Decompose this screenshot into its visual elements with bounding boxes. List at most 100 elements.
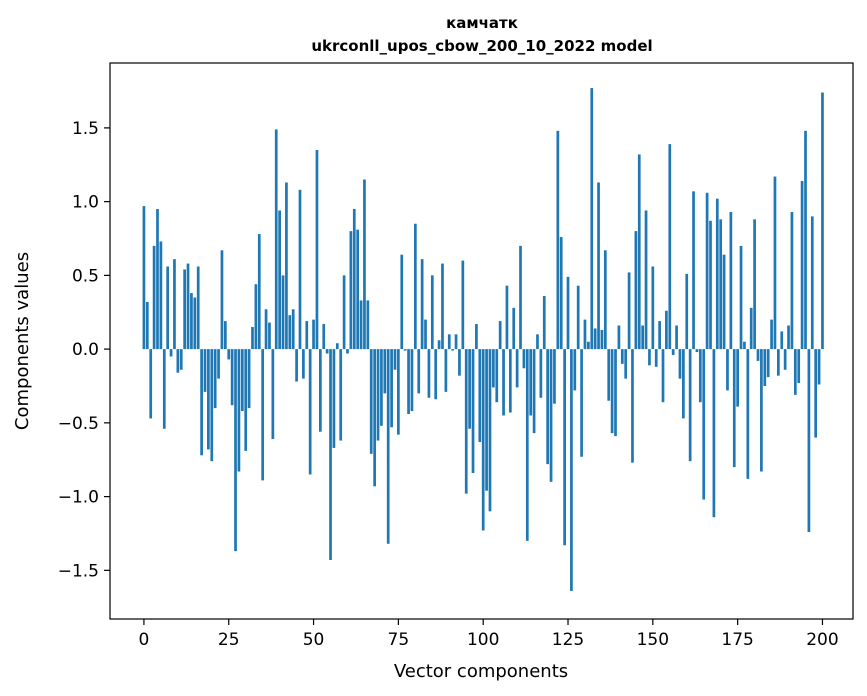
bar bbox=[525, 349, 529, 541]
bar bbox=[325, 349, 329, 354]
bar bbox=[644, 210, 648, 350]
bar bbox=[763, 349, 767, 386]
x-tick-label: 100 bbox=[467, 630, 499, 650]
bar bbox=[654, 349, 658, 367]
bar bbox=[302, 349, 305, 379]
bar bbox=[478, 349, 482, 443]
bar bbox=[722, 254, 726, 350]
bar bbox=[162, 349, 166, 429]
bar bbox=[688, 349, 692, 462]
bar bbox=[732, 349, 736, 468]
bar bbox=[807, 349, 811, 532]
bar bbox=[420, 259, 424, 350]
bar bbox=[145, 301, 149, 350]
chart-subtitle: ukrconll_upos_cbow_200_10_2022 model bbox=[311, 37, 652, 55]
bar bbox=[529, 349, 533, 416]
bar bbox=[532, 349, 536, 434]
x-tick-label: 0 bbox=[139, 630, 150, 650]
bar bbox=[186, 263, 190, 350]
bar bbox=[403, 349, 407, 351]
bar bbox=[441, 263, 444, 350]
bar bbox=[332, 349, 336, 448]
bar bbox=[274, 129, 278, 350]
y-tick-label: −1.5 bbox=[58, 561, 99, 581]
bar bbox=[207, 349, 210, 450]
bar bbox=[369, 349, 373, 454]
bar bbox=[556, 130, 560, 350]
bar bbox=[675, 325, 678, 350]
bar bbox=[363, 179, 366, 350]
bar bbox=[522, 349, 526, 369]
bar bbox=[515, 349, 519, 388]
bar bbox=[692, 191, 695, 350]
bar bbox=[804, 130, 807, 350]
bar bbox=[220, 250, 224, 350]
bar bbox=[149, 349, 153, 419]
bar bbox=[519, 245, 522, 350]
y-tick-label: −1.0 bbox=[58, 488, 99, 508]
bar bbox=[702, 349, 706, 500]
bar bbox=[356, 229, 360, 350]
bar bbox=[454, 334, 458, 350]
bar bbox=[196, 266, 200, 350]
x-tick-label: 125 bbox=[552, 630, 584, 650]
bar bbox=[787, 325, 790, 350]
bar bbox=[563, 349, 566, 546]
bar bbox=[492, 349, 495, 388]
bar bbox=[566, 276, 570, 350]
bar bbox=[475, 324, 478, 350]
bar bbox=[539, 349, 543, 398]
bar bbox=[665, 310, 668, 350]
bar bbox=[376, 349, 380, 441]
bar bbox=[390, 349, 393, 428]
bar bbox=[743, 341, 746, 350]
bar bbox=[268, 322, 271, 350]
y-axis-label: Components values bbox=[12, 252, 33, 430]
bar bbox=[169, 349, 173, 357]
bar bbox=[159, 241, 163, 350]
bar bbox=[142, 206, 146, 350]
bar bbox=[773, 176, 777, 350]
bar bbox=[451, 349, 455, 351]
bar bbox=[366, 300, 370, 350]
bar bbox=[156, 209, 159, 350]
bar bbox=[780, 331, 784, 350]
bar bbox=[380, 349, 383, 426]
y-tick-label: −0.5 bbox=[58, 414, 99, 434]
x-tick-label: 200 bbox=[806, 630, 838, 650]
bar bbox=[234, 349, 237, 552]
bar bbox=[410, 349, 414, 412]
bar bbox=[580, 349, 583, 457]
bar bbox=[546, 349, 550, 465]
bar bbox=[386, 349, 390, 544]
bar bbox=[749, 307, 753, 350]
bar bbox=[322, 324, 326, 350]
bar bbox=[634, 231, 638, 350]
bar bbox=[444, 349, 448, 392]
bar bbox=[458, 349, 461, 376]
bar bbox=[464, 349, 468, 494]
bar bbox=[610, 349, 614, 434]
bar bbox=[393, 349, 397, 370]
bar bbox=[570, 349, 573, 591]
bar bbox=[223, 321, 227, 350]
bar bbox=[485, 349, 488, 491]
bar bbox=[736, 349, 739, 407]
bar bbox=[285, 182, 288, 350]
y-tick-label: 0.0 bbox=[72, 340, 99, 360]
bar bbox=[210, 349, 214, 462]
bar bbox=[508, 349, 512, 413]
bar bbox=[559, 237, 563, 350]
bar bbox=[502, 349, 505, 416]
bar bbox=[417, 349, 421, 394]
bar bbox=[614, 349, 617, 437]
bar bbox=[695, 349, 699, 353]
bar bbox=[461, 260, 465, 350]
bar bbox=[203, 349, 207, 392]
bar bbox=[549, 349, 553, 482]
bar bbox=[481, 349, 485, 531]
bar bbox=[705, 192, 709, 350]
bar bbox=[352, 209, 356, 350]
y-axis-ticks: −1.5 −1.0 −0.5 0.0 0.5 1.0 1.5 bbox=[58, 119, 110, 581]
